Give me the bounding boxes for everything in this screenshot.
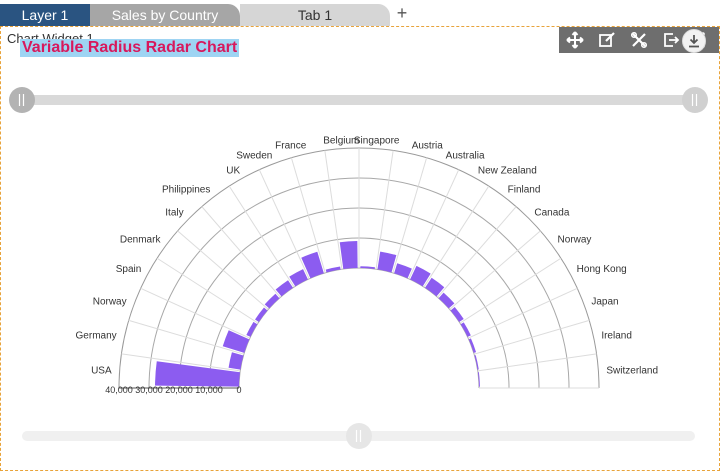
chart-title: Variable Radius Radar Chart bbox=[20, 39, 240, 57]
category-label: Austria bbox=[412, 141, 444, 152]
bar-denmark bbox=[255, 307, 268, 322]
add-tab-button[interactable]: + bbox=[396, 3, 408, 23]
bar-finland bbox=[425, 277, 445, 297]
grid-radial-line bbox=[121, 353, 241, 372]
bar-new-zealand bbox=[410, 265, 431, 287]
category-label: New Zealand bbox=[478, 165, 537, 176]
bar-sweden bbox=[301, 251, 324, 279]
grid-radial-line bbox=[473, 319, 590, 355]
grid-radial-line bbox=[128, 319, 245, 355]
tab-tab-1[interactable]: Tab 1 bbox=[240, 4, 390, 26]
grid-radial-line bbox=[258, 169, 310, 280]
bar-usa bbox=[155, 361, 241, 387]
bar-japan bbox=[468, 338, 477, 353]
bar-germany bbox=[228, 352, 244, 370]
settings-icon[interactable] bbox=[628, 29, 650, 51]
category-label: Germany bbox=[76, 330, 117, 341]
category-label: Philippines bbox=[162, 184, 210, 195]
category-label: Ireland bbox=[601, 330, 632, 341]
edit-icon[interactable] bbox=[596, 29, 618, 51]
download-icon bbox=[689, 35, 699, 48]
bottom-slider-handle[interactable] bbox=[346, 423, 372, 449]
axis-tick-label: 40,000 bbox=[105, 385, 133, 395]
grid-radial-line bbox=[467, 287, 578, 339]
grid-radial-line bbox=[459, 257, 562, 324]
grid-radial-line bbox=[437, 206, 517, 298]
grid-radial-line bbox=[156, 257, 259, 324]
bar-switzerland bbox=[477, 372, 480, 387]
bar-norway bbox=[450, 306, 464, 322]
tab-layer-1[interactable]: Layer 1 bbox=[0, 4, 90, 26]
grid-radial-line bbox=[408, 169, 460, 280]
category-label: Australia bbox=[446, 151, 485, 162]
chart-sliders bbox=[9, 87, 708, 449]
category-label: UK bbox=[226, 165, 240, 176]
grid-radial-line bbox=[228, 185, 295, 288]
bar-uk bbox=[289, 269, 308, 287]
category-label: Japan bbox=[591, 296, 618, 307]
grid-radial-line bbox=[177, 230, 269, 310]
category-label: Belgium bbox=[323, 136, 359, 147]
bar-spain bbox=[246, 321, 258, 337]
tab-bar: Layer 1 Sales by Country Tab 1 + bbox=[0, 0, 720, 26]
category-label: Switzerland bbox=[606, 365, 658, 376]
bar-canada bbox=[438, 292, 455, 309]
category-label: Sweden bbox=[236, 151, 272, 162]
chart-labels: USA Germany Norway Spain Denmark Italy Philipp… bbox=[76, 136, 659, 395]
bar-belgium bbox=[339, 241, 358, 270]
bar-singapore bbox=[360, 266, 375, 270]
move-icon[interactable] bbox=[564, 29, 586, 51]
bar-france bbox=[325, 266, 341, 273]
export-icon[interactable] bbox=[660, 29, 682, 51]
category-label: Canada bbox=[534, 208, 569, 219]
axis-tick-label: 30,000 bbox=[135, 385, 163, 395]
top-slider-left-handle[interactable] bbox=[9, 87, 35, 113]
category-label: Italy bbox=[165, 208, 183, 219]
grid-radial-line bbox=[324, 150, 343, 270]
grid-radial-line bbox=[392, 157, 428, 274]
category-label: France bbox=[275, 141, 307, 152]
category-label: Norway bbox=[93, 296, 127, 307]
category-label: USA bbox=[91, 365, 112, 376]
bar-italy bbox=[264, 293, 280, 309]
grid-radial-line bbox=[140, 287, 251, 339]
category-label: Norway bbox=[558, 234, 592, 245]
bar-austria bbox=[377, 251, 397, 273]
top-slider-track[interactable] bbox=[24, 95, 694, 105]
grid-radial-line bbox=[423, 185, 490, 288]
bar-australia bbox=[394, 263, 412, 279]
axis-tick-label: 0 bbox=[236, 385, 241, 395]
grid-radial-line bbox=[449, 230, 541, 310]
category-label: Singapore bbox=[354, 136, 400, 147]
category-label: Spain bbox=[116, 264, 142, 275]
bar-philippines bbox=[275, 280, 293, 297]
axis-tick-label: 10,000 bbox=[195, 385, 223, 395]
grid-radial-line bbox=[290, 157, 326, 274]
grid-arc bbox=[238, 267, 480, 389]
category-label: Finland bbox=[508, 184, 541, 195]
chart-bars bbox=[155, 241, 480, 387]
category-label: Hong Kong bbox=[577, 264, 627, 275]
top-slider-right-handle[interactable] bbox=[682, 87, 708, 113]
category-label: Denmark bbox=[120, 234, 162, 245]
grid-radial-line bbox=[375, 150, 394, 270]
tab-sales-by-country[interactable]: Sales by Country bbox=[90, 4, 240, 26]
grid-radial-line bbox=[477, 353, 597, 372]
download-button[interactable] bbox=[682, 29, 706, 53]
grid-radial-line bbox=[201, 206, 281, 298]
bar-hong-kong bbox=[460, 322, 471, 337]
axis-tick-label: 20,000 bbox=[165, 385, 193, 395]
chart-grid bbox=[118, 147, 600, 389]
bar-ireland bbox=[474, 355, 479, 370]
bar-norway bbox=[222, 330, 250, 353]
